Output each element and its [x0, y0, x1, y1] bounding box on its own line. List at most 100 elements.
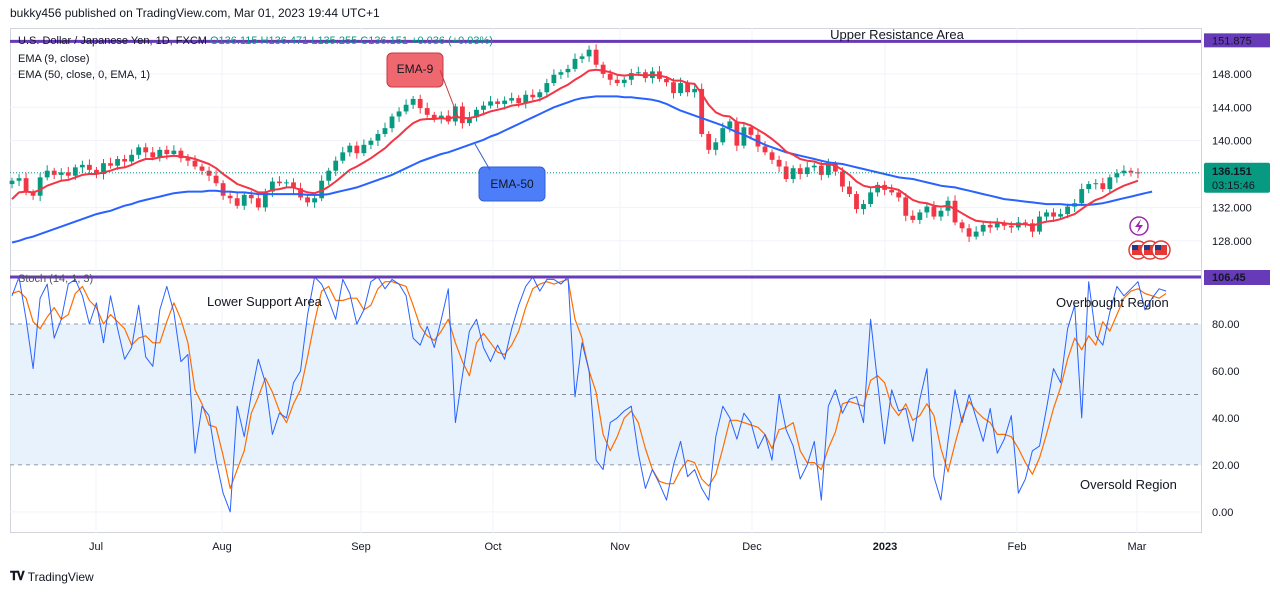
candle[interactable]	[994, 217, 1000, 231]
candle[interactable]	[410, 96, 416, 109]
candle[interactable]	[1107, 174, 1113, 194]
candle[interactable]	[326, 167, 332, 185]
candle[interactable]	[298, 182, 303, 201]
candle[interactable]	[431, 111, 437, 123]
ema9-line[interactable]	[11, 68, 1139, 227]
candle[interactable]	[417, 94, 423, 114]
candle[interactable]	[143, 143, 149, 158]
candle[interactable]	[312, 194, 318, 208]
candle[interactable]	[924, 202, 930, 218]
candle[interactable]	[980, 222, 986, 236]
candle[interactable]	[227, 191, 233, 204]
candle[interactable]	[621, 76, 627, 88]
candle[interactable]	[1086, 181, 1092, 194]
candle[interactable]	[628, 68, 634, 86]
candle[interactable]	[87, 159, 92, 173]
candle[interactable]	[9, 177, 15, 189]
candle[interactable]	[178, 147, 184, 163]
legend-ema9[interactable]: EMA (9, close)	[18, 53, 90, 65]
candle[interactable]	[129, 149, 135, 165]
candle[interactable]	[938, 207, 944, 221]
candle[interactable]	[769, 149, 775, 165]
candle[interactable]	[157, 146, 163, 162]
candle[interactable]	[51, 167, 57, 180]
candle[interactable]	[579, 53, 585, 64]
candle[interactable]	[713, 138, 719, 156]
candle[interactable]	[854, 191, 859, 214]
candle[interactable]	[762, 141, 768, 156]
candle[interactable]	[614, 74, 620, 86]
candle[interactable]	[657, 65, 662, 82]
candle[interactable]	[284, 179, 289, 188]
candle[interactable]	[973, 226, 979, 240]
candle[interactable]	[94, 166, 99, 179]
candle[interactable]	[959, 219, 965, 233]
candle[interactable]	[1128, 167, 1134, 177]
candle[interactable]	[509, 92, 515, 104]
candle[interactable]	[65, 166, 71, 179]
candle[interactable]	[16, 174, 22, 187]
candle[interactable]	[1051, 208, 1056, 223]
candle[interactable]	[354, 141, 360, 159]
candle[interactable]	[889, 184, 895, 196]
candle[interactable]	[811, 162, 817, 172]
candle[interactable]	[375, 129, 381, 147]
candle[interactable]	[108, 157, 113, 169]
candles[interactable]	[9, 44, 1141, 243]
candle[interactable]	[1044, 209, 1049, 221]
candle[interactable]	[1100, 177, 1106, 192]
candle[interactable]	[495, 98, 500, 109]
candle[interactable]	[79, 160, 85, 173]
ema-lines[interactable]	[11, 68, 1153, 244]
candle[interactable]	[333, 156, 339, 177]
candle[interactable]	[917, 209, 923, 225]
candle[interactable]	[593, 44, 599, 68]
candle[interactable]	[1093, 179, 1099, 190]
candle[interactable]	[220, 180, 226, 200]
candle[interactable]	[840, 167, 845, 192]
candle[interactable]	[1058, 208, 1063, 220]
candle[interactable]	[368, 137, 374, 149]
candle[interactable]	[101, 159, 106, 180]
candle[interactable]	[748, 124, 754, 139]
candle[interactable]	[1079, 183, 1085, 207]
candle[interactable]	[460, 102, 465, 129]
candle[interactable]	[558, 69, 564, 79]
candle[interactable]	[481, 101, 486, 116]
candle[interactable]	[445, 110, 451, 125]
candle[interactable]	[396, 107, 402, 122]
candle[interactable]	[523, 90, 529, 109]
legend-stoch[interactable]: Stoch (14, 1, 3)	[18, 273, 94, 285]
candle[interactable]	[30, 189, 36, 200]
candle[interactable]	[37, 173, 43, 202]
candle[interactable]	[966, 224, 972, 243]
candle[interactable]	[474, 106, 479, 122]
candle[interactable]	[1001, 220, 1007, 230]
candle[interactable]	[931, 201, 937, 220]
candle[interactable]	[868, 186, 873, 207]
candle[interactable]	[565, 64, 571, 78]
candle[interactable]	[319, 175, 325, 202]
candle[interactable]	[551, 69, 557, 86]
candle[interactable]	[896, 189, 902, 202]
candle[interactable]	[305, 194, 310, 207]
candle[interactable]	[213, 170, 219, 187]
candle[interactable]	[122, 154, 127, 167]
candle[interactable]	[241, 191, 247, 210]
candle[interactable]	[586, 45, 592, 62]
candle[interactable]	[347, 142, 353, 157]
candle[interactable]	[776, 155, 782, 172]
candle[interactable]	[58, 168, 64, 181]
candle[interactable]	[452, 103, 458, 126]
candle[interactable]	[790, 165, 796, 184]
candle[interactable]	[340, 146, 346, 164]
candle[interactable]	[847, 181, 852, 197]
footer-brand[interactable]: 𝐓𝐕 TradingView	[10, 569, 94, 584]
candle[interactable]	[488, 96, 493, 109]
legend-ema50[interactable]: EMA (50, close, 0, EMA, 1)	[18, 69, 151, 81]
candle[interactable]	[804, 161, 810, 177]
candle[interactable]	[530, 89, 536, 101]
candle[interactable]	[910, 210, 916, 223]
candle[interactable]	[544, 78, 550, 98]
candle[interactable]	[234, 192, 240, 209]
